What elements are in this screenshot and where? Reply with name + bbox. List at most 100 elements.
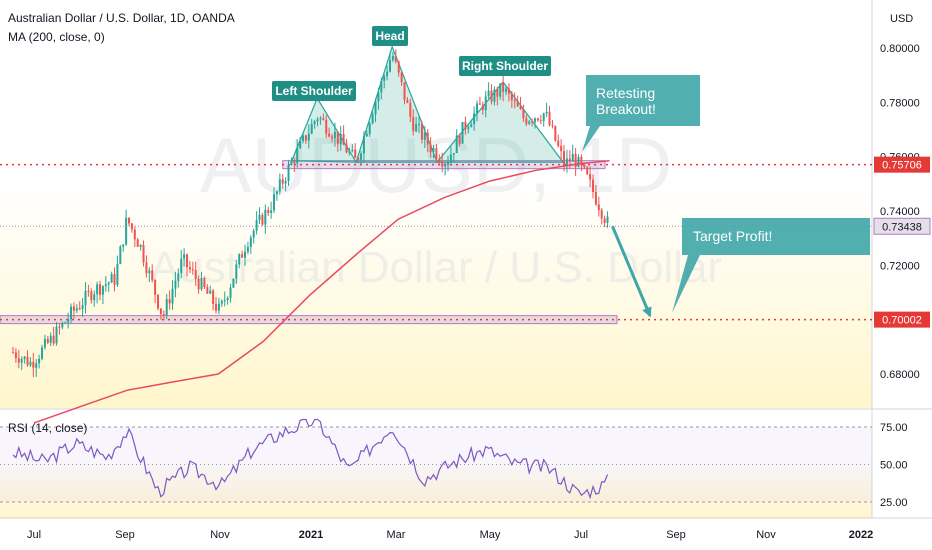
target-callout-text: Target Profit! — [693, 228, 772, 244]
candle-body — [606, 216, 609, 223]
candle-body — [14, 352, 17, 359]
candle-body — [441, 162, 444, 167]
candle-body — [116, 263, 119, 285]
left-shoulder-triangle — [290, 96, 358, 163]
candle-body — [67, 319, 70, 323]
x-tick-label: 2022 — [849, 529, 873, 541]
candle-body — [61, 322, 64, 328]
candle-body — [84, 290, 87, 306]
candle-body — [41, 347, 44, 359]
x-tick-label: 2021 — [299, 529, 323, 541]
candle-body — [180, 258, 183, 274]
neckline-price-tag-text: 0.75706 — [882, 160, 922, 172]
candle-body — [374, 101, 377, 115]
current-price-tag-text: 0.73438 — [882, 221, 922, 233]
candle-body — [64, 322, 67, 324]
candle-body — [603, 218, 606, 223]
candle-body — [200, 277, 203, 290]
candle-body — [255, 220, 258, 231]
ma-indicator-label: MA (200, close, 0) — [8, 30, 105, 44]
candle-body — [151, 270, 154, 280]
candle-body — [597, 204, 600, 211]
candle-body — [331, 136, 334, 139]
target-callout: Target Profit! — [672, 218, 870, 313]
candle-body — [586, 167, 589, 175]
candle-body — [528, 121, 531, 124]
retest-callout-line2: Breakout! — [596, 101, 656, 117]
candle-body — [307, 133, 310, 141]
candle-body — [275, 191, 278, 195]
candle-body — [429, 144, 432, 153]
candle-body — [447, 162, 450, 166]
candle-body — [46, 339, 49, 343]
candle-body — [594, 191, 597, 205]
candle-body — [226, 297, 229, 301]
candle-body — [212, 290, 215, 304]
candle-body — [217, 303, 220, 311]
candle-body — [229, 287, 232, 298]
candle-body — [70, 306, 73, 320]
candle-body — [290, 161, 293, 165]
x-tick-label: May — [480, 529, 501, 541]
x-tick-label: Nov — [210, 529, 230, 541]
candle-body — [325, 119, 328, 134]
candle-body — [206, 287, 209, 294]
candle-body — [128, 217, 131, 224]
candle-body — [525, 118, 528, 124]
candle-body — [574, 154, 577, 167]
candle-body — [90, 291, 93, 301]
x-tick-label: Sep — [115, 529, 135, 541]
candle-body — [455, 135, 458, 154]
candle-body — [600, 210, 603, 219]
right-shoulder-label-text: Right Shoulder — [462, 59, 548, 73]
candle-body — [220, 300, 223, 304]
candle-body — [557, 140, 560, 146]
candle-body — [351, 149, 354, 152]
head-label-text: Head — [375, 29, 404, 43]
candle-body — [23, 356, 26, 359]
target-price-tag-text: 0.70002 — [882, 315, 922, 327]
candle-body — [505, 88, 508, 92]
left-shoulder-label-text: Left Shoulder — [275, 84, 353, 98]
candle-body — [548, 111, 551, 126]
candle-body — [458, 135, 461, 144]
candle-body — [302, 135, 305, 142]
candle-body — [235, 264, 238, 279]
candle-body — [43, 339, 46, 348]
candle-body — [203, 277, 206, 288]
candle-body — [420, 123, 423, 140]
candle-body — [78, 308, 81, 310]
candle-body — [72, 306, 75, 311]
candle-body — [93, 294, 96, 301]
candle-body — [365, 133, 368, 137]
candle-body — [142, 244, 145, 263]
candle-body — [35, 363, 38, 368]
candle-body — [125, 217, 128, 245]
candle-body — [145, 262, 148, 274]
head-triangle — [355, 44, 439, 163]
candle-body — [319, 118, 322, 120]
x-tick-label: Nov — [756, 529, 776, 541]
candle-body — [258, 214, 261, 221]
candle-body — [397, 61, 400, 73]
candle-body — [270, 210, 273, 213]
support-zone — [0, 315, 618, 325]
candle-body — [403, 82, 406, 100]
candle-body — [371, 114, 374, 124]
candle-body — [464, 121, 467, 129]
currency-label: USD — [890, 13, 913, 25]
candle-body — [244, 251, 247, 258]
price-tick-label: 0.80000 — [880, 43, 920, 55]
candle-body — [261, 214, 264, 225]
candle-body — [362, 136, 365, 154]
candle-body — [487, 90, 490, 97]
candle-body — [554, 126, 557, 141]
candle-body — [577, 156, 580, 167]
candle-body — [484, 96, 487, 111]
candle-body — [26, 356, 29, 366]
candle-body — [249, 237, 252, 247]
candle-body — [139, 244, 142, 247]
candle-body — [354, 149, 357, 158]
